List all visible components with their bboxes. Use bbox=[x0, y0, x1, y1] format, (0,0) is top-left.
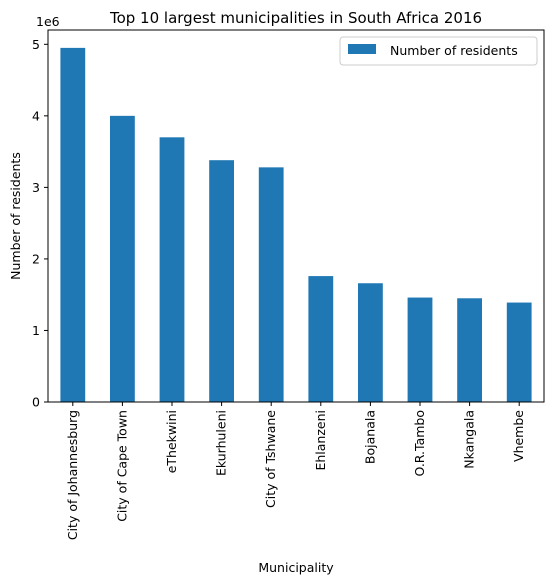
legend-swatch bbox=[348, 44, 376, 54]
y-axis-label: Number of residents bbox=[8, 152, 23, 280]
legend-label: Number of residents bbox=[390, 43, 518, 58]
y-offset-label: 1e6 bbox=[36, 14, 60, 29]
y-tick-label-0: 0 bbox=[32, 395, 40, 410]
x-tick-label-3: Ekurhuleni bbox=[214, 410, 229, 476]
bar-9 bbox=[506, 302, 532, 402]
x-tick-label-0: City of Johannesburg bbox=[65, 410, 80, 540]
bar-3 bbox=[209, 160, 234, 402]
x-tick-label-1: City of Cape Town bbox=[114, 410, 129, 522]
y-tick-label-4: 4 bbox=[32, 108, 40, 123]
y-tick-label-2: 2 bbox=[32, 251, 40, 266]
bar-6 bbox=[358, 283, 383, 402]
x-tick-label-7: O.R.Tambo bbox=[412, 410, 427, 477]
y-tick-label-3: 3 bbox=[32, 180, 40, 195]
bars-group bbox=[60, 47, 532, 402]
chart-title: Top 10 largest municipalities in South A… bbox=[109, 9, 482, 27]
x-tick-label-8: Nkangala bbox=[462, 410, 477, 469]
x-tick-label-5: Ehlanzeni bbox=[313, 410, 328, 471]
x-tick-label-4: City of Tshwane bbox=[263, 410, 278, 508]
bar-0 bbox=[60, 47, 86, 402]
x-tick-label-6: Bojanala bbox=[362, 410, 377, 464]
x-tick-label-2: eThekwini bbox=[164, 410, 179, 473]
bar-7 bbox=[407, 297, 433, 402]
bar-5 bbox=[308, 276, 334, 402]
y-tick-label-5: 5 bbox=[32, 37, 40, 52]
x-axis-label: Municipality bbox=[258, 560, 334, 575]
y-tick-label-1: 1 bbox=[32, 323, 40, 338]
bar-2 bbox=[159, 137, 185, 402]
legend: Number of residents bbox=[339, 36, 538, 66]
plot-area-frame bbox=[47, 29, 545, 403]
bar-1 bbox=[110, 115, 135, 402]
x-tick-label-9: Vhembe bbox=[511, 410, 526, 462]
x-axis-ticks: City of Johannesburg City of Cape Town eTh… bbox=[65, 402, 526, 540]
legend-box bbox=[339, 36, 538, 66]
bar-4 bbox=[258, 167, 284, 402]
bar-8 bbox=[457, 298, 482, 402]
y-axis-ticks: 0 1 2 3 4 5 bbox=[32, 37, 48, 410]
